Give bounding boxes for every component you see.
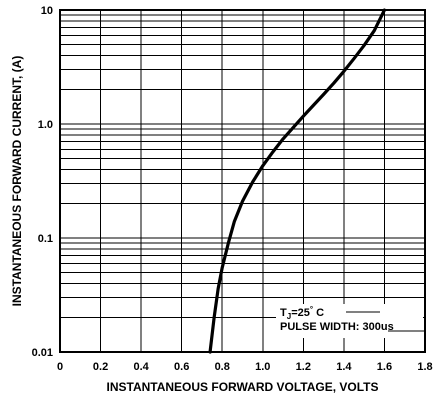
y-tick-label: 0.1 [38, 233, 53, 245]
x-tick-label: 1.6 [377, 361, 392, 373]
y-tick-label: 0.01 [32, 347, 53, 359]
annotation-temperature: TJ=25° C [280, 305, 324, 321]
annotation-background [276, 304, 423, 338]
x-tick-label: 1.2 [296, 361, 311, 373]
grid-layer [59, 9, 426, 353]
annotation-pulse-width: PULSE WIDTH: 300us [280, 321, 394, 333]
anno-temp-rest: =25 [291, 307, 310, 319]
x-tick-label: 0.4 [133, 361, 149, 373]
y-tick-label: 10 [41, 5, 53, 17]
x-tick-label: 1.0 [255, 361, 270, 373]
anno-temp-sub: J [287, 312, 291, 321]
anno-temp-main: T [280, 307, 287, 319]
anno-temp-deg: ° [310, 305, 313, 314]
x-tick-label: 0.6 [174, 361, 189, 373]
x-tick-label: 0.2 [93, 361, 108, 373]
x-tick-label: 0.8 [215, 361, 230, 373]
anno-temp-unit: C [313, 307, 324, 319]
x-tick-labels: 0 0.2 0.4 0.6 0.8 1.0 1.2 1.4 1.6 1.8 [57, 361, 433, 373]
x-tick-label: 1.8 [417, 361, 432, 373]
y-tick-label: 1.0 [38, 119, 53, 131]
y-axis-label: INSTANTANEOUS FORWARD CURRENT, (A) [10, 56, 24, 307]
x-tick-label: 1.4 [336, 361, 352, 373]
x-tick-label: 0 [57, 361, 63, 373]
y-tick-labels: 0.01 0.1 1.0 10 [32, 5, 53, 359]
x-axis-label: INSTANTANEOUS FORWARD VOLTAGE, VOLTS [107, 380, 379, 394]
series-line [208, 8, 387, 354]
plot-frame [59, 9, 426, 353]
